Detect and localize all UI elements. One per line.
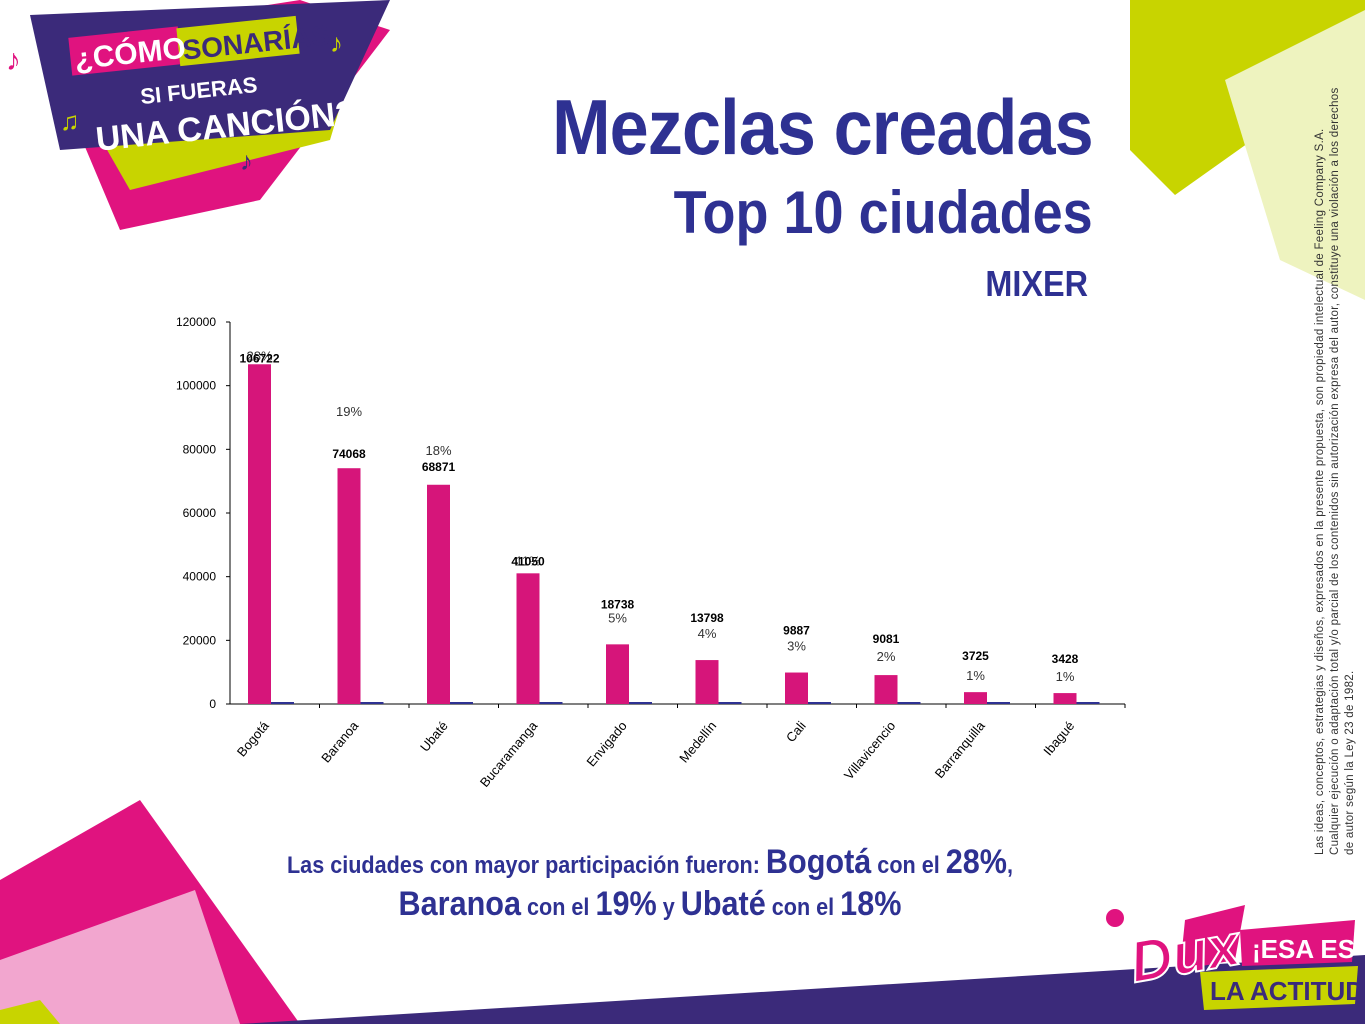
deco-lime-bottom-left xyxy=(0,1000,60,1024)
percent-label: 3% xyxy=(787,639,806,654)
brand-mark-icon xyxy=(1106,909,1124,927)
bar xyxy=(964,692,987,704)
percent-label: 4% xyxy=(698,626,717,641)
summary-value-2: 19% xyxy=(595,885,657,923)
bar xyxy=(516,573,540,704)
bar xyxy=(695,660,719,704)
bar xyxy=(606,644,629,704)
value-label: 9887 xyxy=(783,624,810,638)
y-tick-label: 60000 xyxy=(183,506,217,520)
summary-value-3: 18% xyxy=(840,885,902,923)
category-label: Baranoa xyxy=(318,718,362,766)
bar xyxy=(248,364,271,704)
percent-label: 28% xyxy=(246,348,272,363)
bar-secondary xyxy=(897,702,921,704)
campaign-logo: ♪ ♪ ♫ ♪ ¿CÓMO SONARÍAS SI FUERAS UNA CAN… xyxy=(6,0,390,230)
summary-intro: Las ciudades con mayor participación fue… xyxy=(286,852,760,879)
y-tick-label: 100000 xyxy=(176,379,216,393)
value-label: 18738 xyxy=(601,597,635,611)
value-label: 13798 xyxy=(690,611,724,625)
category-label: Medellín xyxy=(676,718,719,765)
percent-label: 1% xyxy=(966,668,985,683)
deco-light-lime-right xyxy=(1225,10,1365,300)
percent-label: 2% xyxy=(877,649,896,664)
value-label: 41050 xyxy=(511,554,545,568)
svg-text:♪: ♪ xyxy=(6,44,21,77)
y-tick-label: 80000 xyxy=(183,442,217,456)
percent-label: 18% xyxy=(425,443,451,458)
percent-label: 5% xyxy=(608,610,627,625)
category-label: Villavicencio xyxy=(841,718,898,782)
bar-secondary xyxy=(718,702,742,704)
y-tick-label: 40000 xyxy=(183,570,217,584)
page-title: Mezclas creadas xyxy=(552,83,1094,171)
brand-slogan-1: ¡ESA ES xyxy=(1252,934,1355,964)
summary-city-3: Ubaté xyxy=(680,885,766,923)
svg-text:♫: ♫ xyxy=(60,106,80,136)
bar-secondary xyxy=(360,702,384,704)
bar-chart: 0 20000 40000 60000 80000 100000 120000 28%1067… xyxy=(176,315,1126,790)
bar xyxy=(874,675,898,704)
category-label: Bogotá xyxy=(234,718,272,760)
page-subtitle: Top 10 ciudades xyxy=(673,179,1093,246)
bar-secondary xyxy=(450,702,473,704)
summary-comma: , xyxy=(1006,852,1013,879)
bar xyxy=(785,672,808,704)
value-label: 9081 xyxy=(873,632,900,646)
bar-secondary xyxy=(629,702,652,704)
bar-secondary xyxy=(1076,702,1100,704)
svg-text:♪: ♪ xyxy=(330,28,343,58)
category-label: Envigado xyxy=(583,718,629,769)
deco-purple-bottom-band xyxy=(240,955,1365,1024)
category-label: Ibagué xyxy=(1040,718,1077,758)
summary-city-1: Bogotá xyxy=(765,843,872,881)
brand-logo: Dux ¡ESA ES LA ACTITUD! xyxy=(1106,905,1365,1010)
percent-label: 11% xyxy=(515,553,540,568)
bar xyxy=(427,484,450,704)
value-label: 68871 xyxy=(422,460,456,474)
bar-secondary xyxy=(987,702,1010,704)
bar xyxy=(337,468,361,704)
bar-secondary xyxy=(539,702,563,704)
category-label: Barranquilla xyxy=(932,718,989,781)
category-label: Bucaramanga xyxy=(477,718,541,790)
value-label: 106722 xyxy=(239,351,279,365)
summary-and: y xyxy=(662,894,675,921)
category-label: Cali xyxy=(783,718,809,745)
y-tick-label: 0 xyxy=(209,697,216,711)
percent-label: 1% xyxy=(1056,669,1075,684)
legal-notice: Las ideas, conceptos, estrategias y dise… xyxy=(1314,87,1356,855)
brand-slogan-2: LA ACTITUD! xyxy=(1210,976,1365,1006)
summary-text: Las ciudades con mayor participación fue… xyxy=(245,845,1055,929)
section-tag: MIXER xyxy=(985,263,1088,304)
svg-text:♪: ♪ xyxy=(240,146,253,176)
value-label: 3428 xyxy=(1052,652,1079,666)
y-tick-label: 20000 xyxy=(183,633,217,647)
value-label: 74068 xyxy=(332,447,366,461)
y-tick-label: 120000 xyxy=(176,315,216,329)
summary-city-2: Baranoa xyxy=(398,885,522,923)
summary-connector-1: con el xyxy=(877,852,940,879)
percent-label: 19% xyxy=(336,404,362,419)
bar-secondary xyxy=(808,702,831,704)
summary-connector-3: con el xyxy=(771,894,835,921)
summary-connector-2: con el xyxy=(527,894,590,921)
deco-pink-bottom-left xyxy=(0,890,240,1024)
value-label: 3725 xyxy=(962,649,989,663)
bar xyxy=(1053,693,1077,704)
bar-secondary xyxy=(271,702,294,704)
summary-value-1: 28% xyxy=(945,843,1007,881)
category-label: Ubaté xyxy=(417,718,451,754)
